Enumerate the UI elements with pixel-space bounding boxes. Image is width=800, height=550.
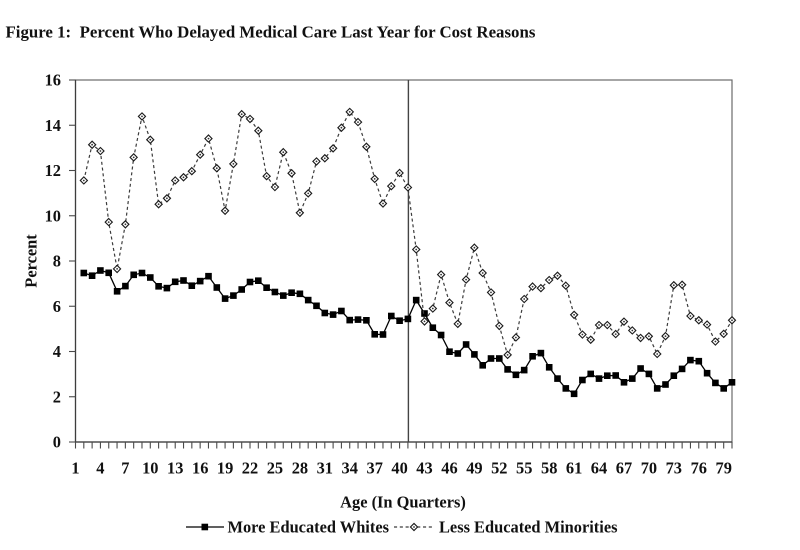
svg-text:25: 25 — [267, 459, 283, 478]
svg-text:61: 61 — [566, 459, 582, 478]
svg-text:Age (In Quarters): Age (In Quarters) — [340, 493, 466, 512]
svg-text:40: 40 — [391, 459, 407, 478]
svg-text:55: 55 — [516, 459, 532, 478]
svg-text:34: 34 — [342, 459, 358, 478]
svg-text:4: 4 — [96, 459, 104, 478]
svg-text:Figure 1: Percent Who Delayed: Figure 1: Percent Who Delayed Medical Ca… — [6, 23, 536, 42]
svg-text:13: 13 — [167, 459, 183, 478]
svg-text:14: 14 — [45, 116, 61, 135]
svg-text:19: 19 — [217, 459, 233, 478]
svg-text:46: 46 — [441, 459, 457, 478]
svg-text:64: 64 — [591, 459, 607, 478]
svg-text:76: 76 — [691, 459, 707, 478]
svg-text:Percent: Percent — [22, 234, 41, 288]
svg-text:16: 16 — [45, 71, 61, 90]
svg-text:8: 8 — [53, 252, 61, 271]
svg-text:79: 79 — [716, 459, 732, 478]
svg-text:43: 43 — [416, 459, 432, 478]
svg-text:0: 0 — [53, 433, 61, 452]
svg-text:37: 37 — [367, 459, 383, 478]
svg-text:31: 31 — [317, 459, 333, 478]
svg-text:More Educated Whites: More Educated Whites — [228, 518, 389, 537]
svg-text:7: 7 — [121, 459, 129, 478]
svg-text:49: 49 — [466, 459, 482, 478]
svg-text:22: 22 — [242, 459, 258, 478]
svg-text:2: 2 — [53, 387, 61, 406]
svg-text:Less Educated Minorities: Less Educated Minorities — [439, 518, 617, 537]
svg-text:73: 73 — [666, 459, 682, 478]
svg-text:1: 1 — [71, 459, 79, 478]
svg-text:10: 10 — [45, 206, 61, 225]
svg-text:52: 52 — [491, 459, 507, 478]
svg-text:12: 12 — [45, 161, 61, 180]
svg-text:4: 4 — [53, 342, 61, 361]
svg-text:10: 10 — [142, 459, 158, 478]
svg-text:28: 28 — [292, 459, 308, 478]
svg-text:70: 70 — [641, 459, 657, 478]
svg-text:6: 6 — [53, 297, 61, 316]
svg-text:58: 58 — [541, 459, 557, 478]
svg-text:67: 67 — [616, 459, 632, 478]
svg-text:16: 16 — [192, 459, 208, 478]
